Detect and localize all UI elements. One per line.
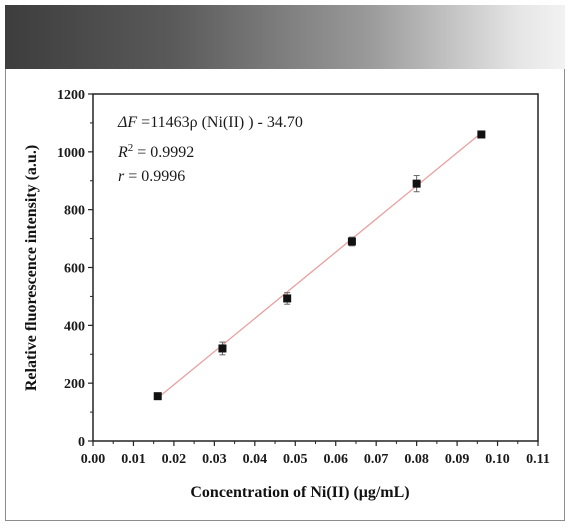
x-axis-ticks: 0.00 0.01 0.02 0.03 0.04 0.05 0.06 0.07 0.08 0.09… [81, 441, 550, 467]
data-point [477, 130, 486, 139]
annotation-r-squared: R2 = 0.9992 [117, 142, 194, 161]
data-point [218, 344, 227, 353]
header-gradient-bar [5, 5, 565, 69]
fit-line [157, 132, 482, 399]
y-tick-label: 400 [64, 319, 85, 334]
x-tick-label: 0.07 [364, 452, 389, 467]
y-tick-label: 0 [78, 435, 85, 450]
annotation-equation: ΔF =11463ρ (Ni(II) ) - 34.70 [117, 114, 303, 131]
data-point [153, 392, 162, 401]
x-tick-label: 0.10 [485, 452, 510, 467]
x-tick-label: 0.08 [404, 452, 429, 467]
x-tick-label: 0.03 [202, 452, 227, 467]
x-tick-label: 0.11 [526, 452, 550, 467]
x-tick-label: 0.04 [243, 452, 268, 467]
data-point [283, 294, 292, 303]
y-tick-label: 1000 [57, 146, 85, 161]
y-axis-label: Relative fluorescence intensity (a.u.) [23, 145, 40, 391]
x-tick-label: 0.09 [445, 452, 470, 467]
y-tick-label: 200 [64, 377, 85, 392]
annotation-r: r = 0.9996 [118, 168, 185, 185]
y-tick-label: 800 [64, 204, 85, 219]
data-point [347, 237, 356, 246]
x-tick-label: 0.00 [81, 452, 106, 467]
x-tick-label: 0.02 [162, 452, 187, 467]
y-tick-label: 1200 [57, 88, 85, 103]
y-axis-ticks: 0 200 400 600 800 1000 1200 [57, 88, 93, 450]
figure-frame [5, 5, 565, 521]
x-tick-label: 0.05 [283, 452, 308, 467]
x-axis-label: Concentration of Ni(II) (μg/mL) [190, 484, 409, 501]
data-points [153, 130, 486, 401]
data-point [412, 179, 421, 188]
x-tick-label: 0.06 [323, 452, 348, 467]
y-tick-label: 600 [64, 262, 85, 277]
x-tick-label: 0.01 [121, 452, 146, 467]
